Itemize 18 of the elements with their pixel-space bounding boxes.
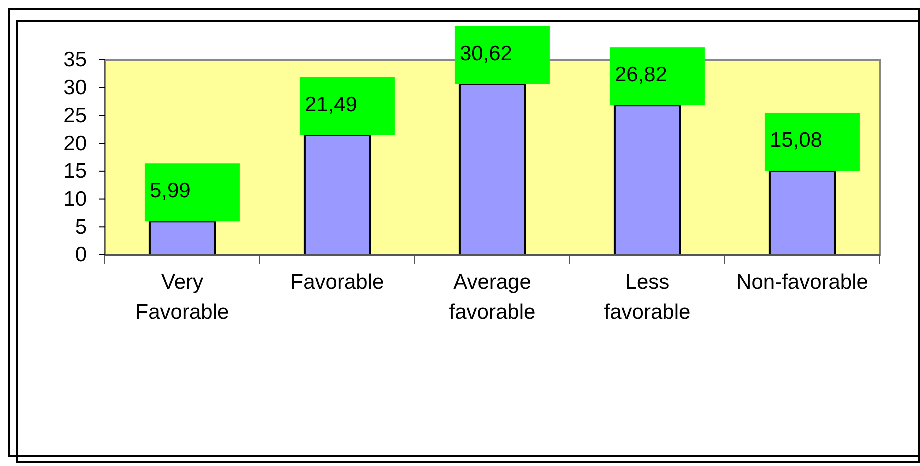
x-tick-label: Non-favorable <box>736 271 868 294</box>
data-label: 15,08 <box>770 128 823 152</box>
y-tick-label: 5 <box>75 216 87 239</box>
y-tick-label: 25 <box>64 104 87 128</box>
x-tick-label: Less favorable <box>604 271 691 324</box>
x-tick-label: Very Favorable <box>136 271 230 324</box>
y-tick-label: 35 <box>64 48 87 72</box>
data-label: 30,62 <box>460 42 513 66</box>
y-tick-label: 0 <box>75 244 87 267</box>
x-tick-label: Average favorable <box>449 271 536 324</box>
x-tick-label: Favorable <box>290 271 384 294</box>
data-label: 26,82 <box>614 64 668 87</box>
data-label: 21,49 <box>304 93 358 116</box>
y-tick-label: 15 <box>64 160 87 184</box>
y-tick-label: 10 <box>64 188 87 212</box>
y-tick-label: 20 <box>64 132 87 156</box>
data-label: 5,99 <box>150 180 191 203</box>
y-tick-label: 30 <box>64 76 87 100</box>
